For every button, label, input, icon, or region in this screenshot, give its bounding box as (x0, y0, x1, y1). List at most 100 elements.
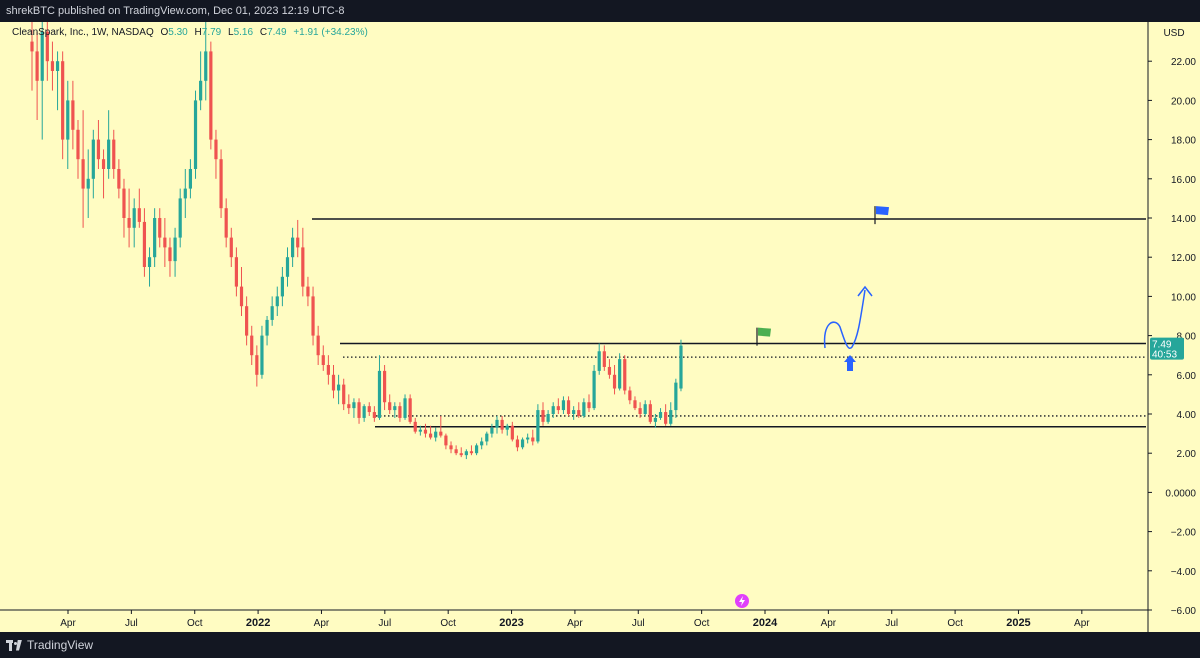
candle-body (96, 139, 101, 160)
candle-body (505, 425, 509, 430)
green-flag-icon (758, 327, 771, 337)
price-tick-label: 16.00 (1171, 175, 1196, 186)
candle-body (168, 247, 172, 262)
candle-body (183, 188, 187, 199)
candle-body (127, 218, 131, 228)
candle-body (546, 414, 550, 422)
candle-body (449, 445, 453, 450)
candle-body (337, 384, 341, 391)
candle-body (439, 431, 443, 436)
candle-body (209, 51, 213, 140)
candle-body (137, 208, 141, 222)
candle-body (219, 159, 223, 209)
candle-body (153, 218, 157, 258)
time-tick-label: Apr (1074, 618, 1090, 629)
candle-body (618, 359, 622, 389)
candle-body (566, 400, 571, 414)
candle-body (321, 355, 325, 365)
candle-body (234, 257, 238, 287)
candle-body (372, 412, 376, 418)
candle-body (664, 412, 668, 424)
chart-area[interactable]: 22.00 20.00 18.00 16.00 14.00 12.00 10.00 8.00 6… (0, 12, 1200, 632)
legend-symbol: CleanSpark, Inc., 1W, NASDAQ (12, 27, 154, 38)
time-tick-label: Oct (947, 618, 963, 629)
candle-body (572, 410, 576, 414)
time-tick-label: Oct (187, 618, 203, 629)
publisher-line: shrekBTC published on TradingView.com, D… (6, 5, 345, 17)
legend-o-label: O (161, 27, 169, 38)
time-tick-label: Apr (314, 618, 330, 629)
time-tick-label: 2025 (1006, 617, 1030, 629)
candle-body (648, 404, 652, 422)
candle-body (531, 437, 535, 442)
candle-body (71, 100, 75, 130)
time-tick-label: Apr (567, 618, 583, 629)
projection-path-arrow[interactable] (823, 289, 866, 349)
candle-body (490, 427, 494, 434)
candle-body (229, 237, 233, 258)
candle-body (50, 61, 55, 71)
candle-body (112, 139, 116, 169)
candle-body (342, 384, 346, 405)
candle-body (86, 178, 90, 189)
candle-body (224, 208, 228, 238)
candle-body (658, 412, 663, 418)
candle-body (623, 359, 627, 391)
annotations (756, 206, 889, 372)
time-tick-label: 2023 (499, 617, 523, 629)
candle-body (122, 188, 126, 218)
candle-body (193, 100, 198, 169)
candle-body (362, 406, 366, 418)
legend-c-label: C (260, 27, 267, 38)
candle-body (66, 100, 70, 140)
candle-body (388, 402, 392, 411)
legend-h-label: H (195, 27, 202, 38)
candle-body (607, 366, 612, 375)
candle-body (280, 276, 284, 297)
candle-body (331, 374, 336, 391)
candle-body (142, 221, 147, 267)
candles (30, 12, 683, 460)
price-tick-label: 2.00 (1177, 449, 1197, 460)
candle-body (413, 421, 417, 432)
candle-body (173, 237, 177, 262)
candle-body (541, 410, 545, 422)
candle-body (444, 435, 448, 446)
candle-body (76, 129, 80, 160)
time-tick-label: 2022 (246, 617, 270, 629)
chart-svg[interactable]: 22.00 20.00 18.00 16.00 14.00 12.00 10.00 8.00 6… (0, 12, 1200, 632)
candle-body (199, 80, 203, 101)
candle-body (188, 169, 193, 189)
candle-body (352, 402, 356, 409)
candle-body (117, 169, 121, 189)
candle-body (464, 451, 468, 456)
legend-l-label: L (228, 27, 234, 38)
candle-body (393, 406, 397, 411)
horizontal-lines (312, 218, 1146, 428)
candle-body (556, 406, 560, 411)
time-axis-ticks: Apr Jul Oct 2022 Apr Jul Oct 2023 Apr Jul Oct 2024 A… (60, 610, 1090, 629)
candle-body (587, 402, 591, 409)
svg-text:CleanSpark, Inc., 1W, NASDAQ: CleanSpark, Inc., 1W, NASDAQ O5.30 H7.79… (12, 27, 368, 38)
candle-body (520, 439, 525, 448)
price-axis[interactable] (1148, 22, 1200, 632)
price-tick-label: 12.00 (1171, 253, 1196, 264)
blue-flag-icon (876, 206, 889, 216)
candle-body (674, 382, 678, 411)
legend-change: +1.91 (+34.23%) (293, 27, 368, 38)
candle-body (61, 61, 65, 140)
price-tick-label: −6.00 (1171, 606, 1197, 617)
legend-c-value: 7.49 (267, 27, 287, 38)
candle-body (326, 365, 330, 375)
candle-body (158, 218, 162, 238)
legend-o-value: 5.30 (168, 27, 188, 38)
candle-body (40, 31, 44, 81)
candle-body (347, 404, 351, 409)
footer-bar: TradingView (0, 632, 1200, 658)
candle-body (260, 335, 264, 375)
currency-label: USD (1163, 28, 1184, 39)
candle-body (204, 51, 208, 81)
candle-body (163, 237, 167, 248)
tradingview-logo[interactable]: TradingView (6, 638, 93, 652)
candle-body (265, 319, 269, 336)
